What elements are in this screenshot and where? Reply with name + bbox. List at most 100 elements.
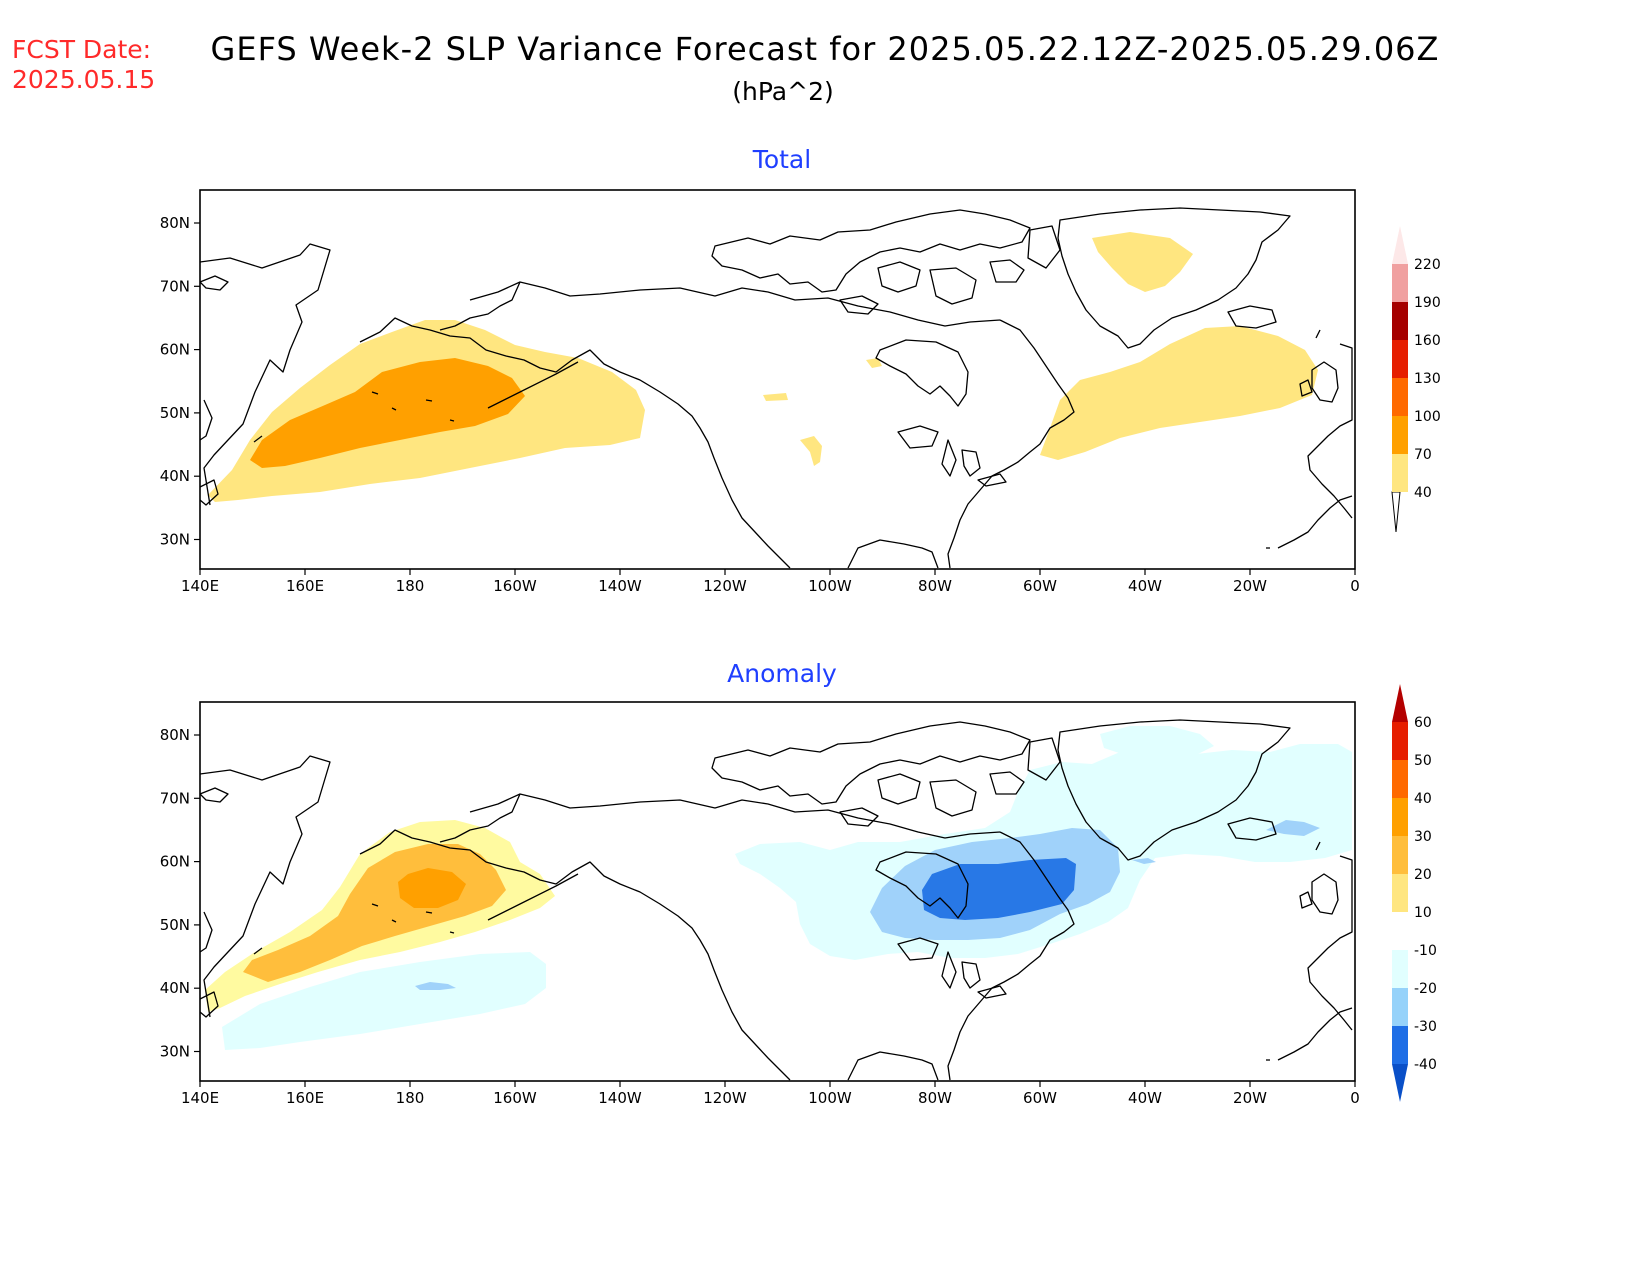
anomaly-colorbar-box <box>1392 836 1408 874</box>
total-colorbar-label: 40 <box>1414 485 1432 501</box>
anomaly-axes: 140E 160E 180 160W 140W 120W 100W 80W 60W 40W 20W 0… <box>160 726 1360 1107</box>
total-map <box>200 190 1355 569</box>
anomaly-lat-label: 70N <box>160 789 190 807</box>
anomaly-shade-30-40 <box>398 868 466 908</box>
total-lon-label: 20W <box>1233 577 1267 595</box>
anomaly-lat-label: 50N <box>160 916 190 934</box>
total-lat-label: 40N <box>160 467 190 485</box>
figure-title: GEFS Week-2 SLP Variance Forecast for 20… <box>211 30 1440 68</box>
anomaly-lon-label: 40W <box>1128 1089 1162 1107</box>
total-map-frame <box>199 189 1356 570</box>
total-colorbar-label: 220 <box>1414 257 1441 273</box>
anomaly-lat-label: 80N <box>160 726 190 744</box>
anomaly-lon-label: 80W <box>918 1089 952 1107</box>
total-lon-label: 160W <box>493 577 537 595</box>
anomaly-lon-label: 60W <box>1023 1089 1057 1107</box>
total-colorbar-low-arrow <box>1391 491 1401 533</box>
anomaly-arctic-negative-region <box>1100 726 1214 762</box>
anomaly-lon-label: 140W <box>598 1089 642 1107</box>
anomaly-atlantic-small-negative <box>1132 858 1156 864</box>
anomaly-colorbar-low-arrow <box>1392 1064 1408 1102</box>
total-lon-label: 80W <box>918 577 952 595</box>
anomaly-colorbar-label: -40 <box>1414 1057 1437 1073</box>
total-lat-label: 60N <box>160 341 190 359</box>
anomaly-lon-label: 120W <box>703 1089 747 1107</box>
anomaly-panel-title: Anomaly <box>727 659 837 688</box>
total-colorbar-label: 190 <box>1414 295 1441 311</box>
total-lon-label: 140E <box>181 577 219 595</box>
total-colorbar: 40 70 100 130 160 190 220 <box>1391 226 1441 533</box>
total-colorbar-box <box>1392 416 1408 454</box>
anomaly-iceland-negative <box>1266 820 1320 836</box>
anomaly-colorbar: 60 50 40 30 20 10 -10 -20 -30 -40 <box>1392 684 1437 1102</box>
total-lat-label: 50N <box>160 404 190 422</box>
anomaly-pacific-negative-region <box>222 952 546 1050</box>
total-small-region-1 <box>800 436 822 466</box>
anomaly-lon-label: 0 <box>1350 1089 1360 1107</box>
anomaly-pacific-small-negative <box>415 982 456 990</box>
anomaly-colorbar-box <box>1392 912 1408 950</box>
total-lon-label: 140W <box>598 577 642 595</box>
total-small-region-3 <box>866 358 882 368</box>
anomaly-colorbar-label: 30 <box>1414 829 1432 845</box>
total-lon-label: 180 <box>396 577 425 595</box>
fcst-date-value: 2025.05.15 <box>12 65 155 94</box>
anomaly-map <box>200 702 1355 1081</box>
anomaly-colorbar-label: -30 <box>1414 1019 1437 1035</box>
anomaly-lat-label: 40N <box>160 979 190 997</box>
total-panel: Total 140E 160E 180 160W 140W 120W 100W 80W 60W 4… <box>160 145 1360 595</box>
total-small-region-2 <box>763 393 788 401</box>
total-lon-label: 0 <box>1350 577 1360 595</box>
anomaly-lon-label: 20W <box>1233 1089 1267 1107</box>
anomaly-colorbar-label: 60 <box>1414 715 1432 731</box>
total-colorbar-label: 130 <box>1414 371 1441 387</box>
anomaly-colorbar-box <box>1392 1026 1408 1064</box>
total-lon-label: 60W <box>1023 577 1057 595</box>
total-greenland-region <box>1092 232 1193 292</box>
total-north-pacific-core <box>250 358 525 468</box>
total-colorbar-box <box>1392 264 1408 302</box>
anomaly-colorbar-box <box>1392 874 1408 912</box>
anomaly-pacific-strong-positive <box>398 868 466 908</box>
anomaly-colorbar-box <box>1392 950 1408 988</box>
anomaly-colorbar-box <box>1392 722 1408 760</box>
total-lon-label: 40W <box>1128 577 1162 595</box>
total-colorbar-box <box>1392 340 1408 378</box>
anomaly-lon-label: 160E <box>286 1089 324 1107</box>
anomaly-colorbar-label: 40 <box>1414 791 1432 807</box>
total-lon-label: 120W <box>703 577 747 595</box>
total-lon-label: 100W <box>808 577 852 595</box>
figure-units: (hPa^2) <box>732 77 833 106</box>
total-shade-70-100 <box>250 358 525 468</box>
anomaly-colorbar-label: -20 <box>1414 981 1437 997</box>
total-colorbar-high-arrow <box>1392 226 1408 264</box>
anomaly-lon-label: 100W <box>808 1089 852 1107</box>
total-lon-label: 160E <box>286 577 324 595</box>
total-colorbar-box <box>1392 454 1408 492</box>
anomaly-lat-label: 30N <box>160 1043 190 1061</box>
total-colorbar-box <box>1392 302 1408 340</box>
anomaly-colorbar-label: 10 <box>1414 905 1432 921</box>
anomaly-lon-label: 140E <box>181 1089 219 1107</box>
anomaly-colorbar-box <box>1392 988 1408 1026</box>
anomaly-map-frame <box>199 701 1356 1082</box>
anomaly-colorbar-label: -10 <box>1414 943 1437 959</box>
total-north-atlantic-region <box>1040 326 1318 460</box>
total-lat-label: 80N <box>160 214 190 232</box>
anomaly-colorbar-box <box>1392 798 1408 836</box>
anomaly-panel: Anomaly <box>160 659 1360 1107</box>
anomaly-colorbar-label: 50 <box>1414 753 1432 769</box>
anomaly-lon-label: 180 <box>396 1089 425 1107</box>
anomaly-colorbar-label: 20 <box>1414 867 1432 883</box>
anomaly-lat-label: 60N <box>160 853 190 871</box>
total-colorbar-label: 100 <box>1414 409 1441 425</box>
total-lat-label: 30N <box>160 531 190 549</box>
anomaly-shade-neg30-neg40 <box>922 858 1076 920</box>
total-axes: 140E 160E 180 160W 140W 120W 100W 80W 60W 40W 20W 0… <box>160 214 1360 595</box>
anomaly-colorbar-box <box>1392 760 1408 798</box>
anomaly-colorbar-high-arrow <box>1392 684 1408 722</box>
fcst-date-label: FCST Date: <box>12 35 151 64</box>
anomaly-quebec-strong-negative <box>922 858 1076 920</box>
anomaly-lon-label: 160W <box>493 1089 537 1107</box>
